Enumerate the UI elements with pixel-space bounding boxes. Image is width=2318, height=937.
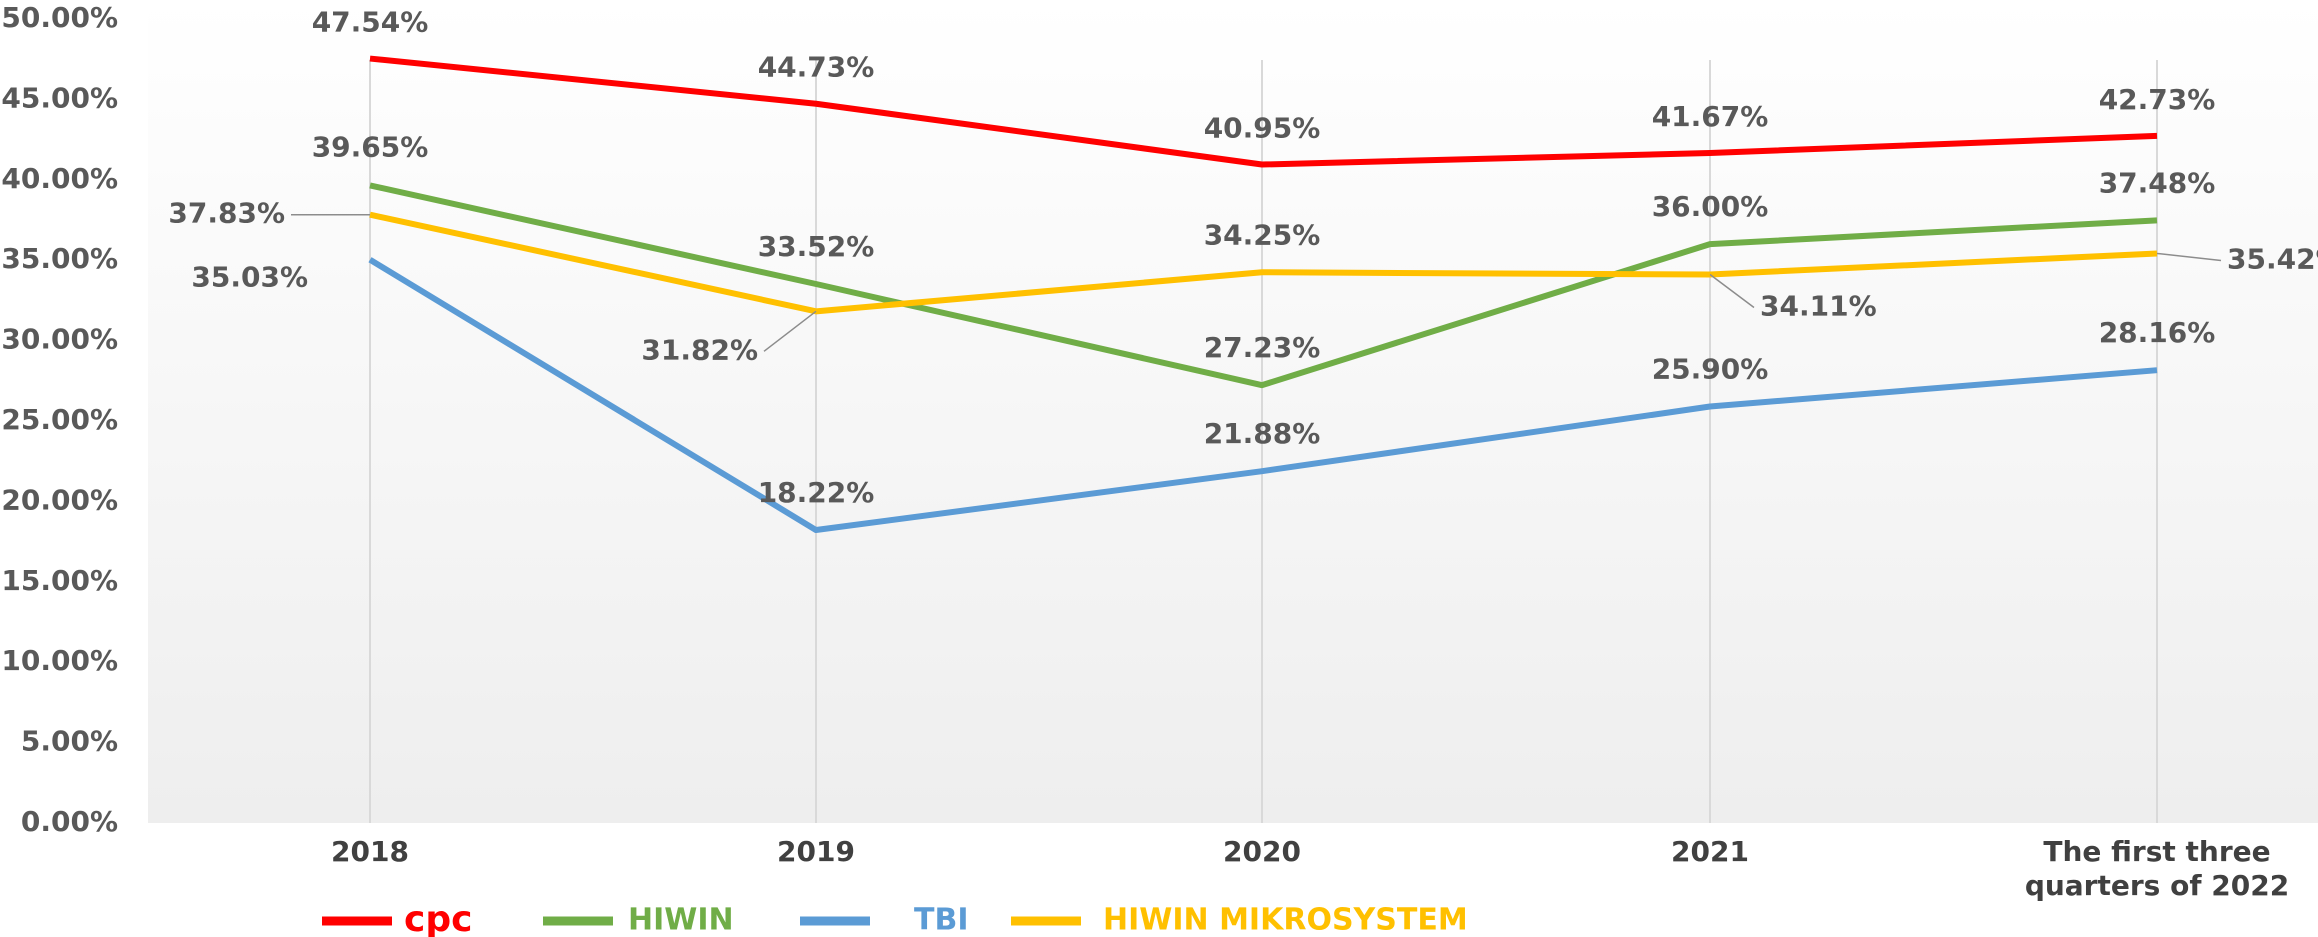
legend-label: cpc	[404, 899, 472, 937]
leader-line	[763, 310, 817, 352]
y-tick-label: 40.00%	[1, 162, 118, 195]
y-tick-label: 50.00%	[1, 1, 118, 34]
data-label: 31.82%	[641, 333, 758, 366]
legend-label: TBI	[914, 903, 969, 937]
y-tick-label: 15.00%	[1, 564, 118, 597]
data-label: 34.11%	[1760, 290, 1877, 323]
data-label: 47.54%	[312, 6, 429, 39]
data-label: 37.48%	[2099, 166, 2216, 199]
y-tick-label: 20.00%	[1, 483, 118, 516]
data-label: 37.83%	[168, 197, 285, 230]
y-tick-label: 0.00%	[21, 805, 118, 838]
data-label: 34.25%	[1204, 218, 1321, 251]
data-label: 21.88%	[1204, 417, 1321, 450]
data-label: 28.16%	[2099, 316, 2216, 349]
data-label: 36.00%	[1652, 190, 1769, 223]
data-label: 40.95%	[1204, 112, 1321, 145]
legend-label: HIWIN	[628, 903, 734, 937]
data-label: 39.65%	[312, 130, 429, 163]
data-label: 33.52%	[758, 230, 875, 263]
series-line	[369, 211, 2158, 315]
series-line	[369, 182, 2158, 389]
series-line	[369, 55, 2158, 168]
data-label: 25.90%	[1652, 353, 1769, 386]
data-label: 35.03%	[191, 261, 308, 294]
y-tick-label: 5.00%	[21, 725, 118, 758]
plot-background	[148, 0, 2318, 823]
data-label: 41.67%	[1652, 100, 1769, 133]
data-label: 42.73%	[2099, 83, 2216, 116]
x-tick-label: 2020	[1223, 835, 1301, 868]
y-tick-label: 45.00%	[1, 81, 118, 114]
legend-label: HIWIN MIKROSYSTEM	[1103, 903, 1468, 937]
data-label: 44.73%	[758, 51, 875, 84]
y-tick-label: 25.00%	[1, 403, 118, 436]
x-tick-label: 2019	[777, 835, 855, 868]
x-tick-label: 2021	[1671, 835, 1749, 868]
y-tick-label: 10.00%	[1, 644, 118, 677]
y-tick-label: 35.00%	[1, 242, 118, 275]
x-tick-label: The first three quarters of 2022	[2024, 835, 2290, 902]
series-line	[368, 257, 2158, 534]
y-tick-label: 30.00%	[1, 323, 118, 356]
leader-line	[1709, 273, 1755, 309]
leader-line	[2156, 252, 2222, 262]
data-label: 27.23%	[1204, 331, 1321, 364]
data-label: 18.22%	[758, 476, 875, 509]
data-label: 35.42%	[2227, 242, 2318, 275]
x-tick-label: 2018	[331, 835, 409, 868]
